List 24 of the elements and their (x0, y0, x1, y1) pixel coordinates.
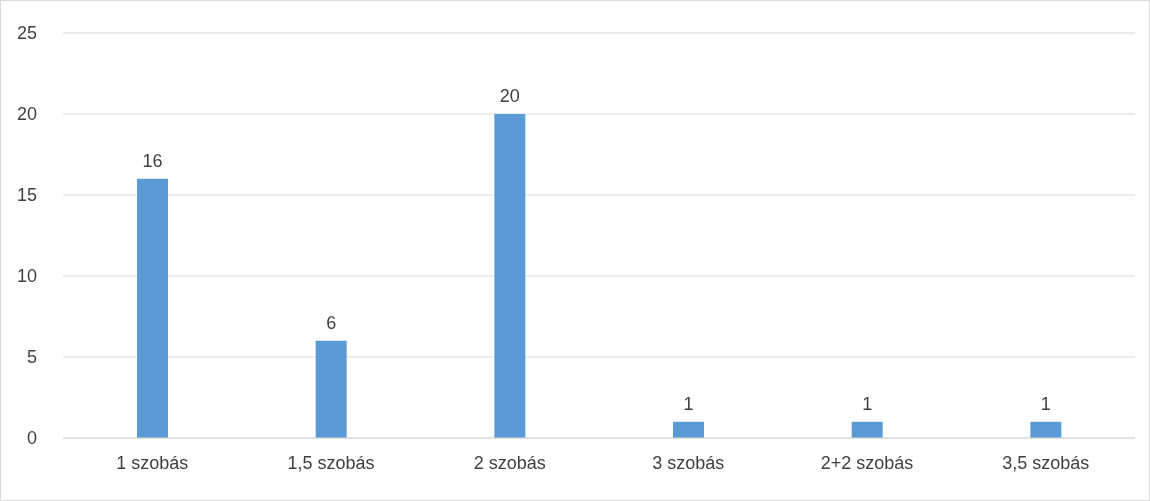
bar (137, 178, 168, 438)
data-label: 1 (1040, 393, 1051, 414)
y-tick-label: 25 (16, 23, 37, 44)
bar (1030, 421, 1062, 438)
bar (673, 421, 704, 438)
y-tick-label: 15 (16, 185, 37, 206)
x-tick-label: 3 szobás (652, 452, 725, 473)
data-label: 6 (326, 312, 337, 333)
y-tick-label: 5 (26, 347, 37, 368)
y-tick-label: 20 (16, 104, 37, 125)
data-label: 20 (499, 86, 520, 106)
data-label: 16 (142, 150, 163, 171)
x-tick-label: 1,5 szobás (287, 452, 375, 473)
bar (851, 421, 883, 438)
data-label: 1 (862, 393, 873, 414)
data-label: 1 (683, 393, 694, 414)
x-tick-label: 2 szobás (473, 452, 546, 473)
y-tick-label: 10 (16, 266, 37, 287)
bar (315, 340, 347, 438)
y-tick-label: 0 (26, 428, 37, 449)
x-tick-label: 1 szobás (116, 452, 189, 473)
x-tick-label: 3,5 szobás (1002, 452, 1090, 473)
x-tick-label: 2+2 szobás (820, 452, 914, 473)
bar (494, 114, 526, 438)
